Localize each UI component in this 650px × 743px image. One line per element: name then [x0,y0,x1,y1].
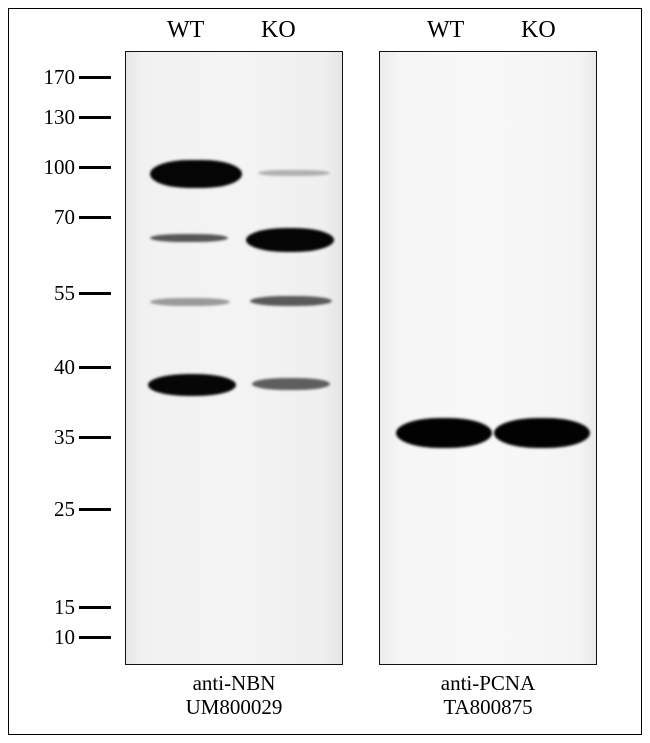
ladder-mark: 35 [11,425,111,450]
ladder-label: 55 [54,281,75,306]
ladder-label: 70 [54,205,75,230]
caption-right-line1: anti-PCNA [379,671,597,695]
mw-ladder: 170 130 100 70 55 40 35 25 15 10 [11,9,111,734]
ladder-mark: 25 [11,497,111,522]
ladder-label: 15 [54,595,75,620]
ladder-label: 35 [54,425,75,450]
ladder-tick [79,116,111,119]
ladder-tick [79,292,111,295]
lane-label: KO [261,17,296,44]
caption-left-line2: UM800029 [125,695,343,719]
ladder-mark: 130 [11,105,111,130]
ladder-tick [79,76,111,79]
ladder-mark: 55 [11,281,111,306]
ladder-tick [79,366,111,369]
ladder-label: 170 [44,65,76,90]
ladder-mark: 40 [11,355,111,380]
lane-label: KO [521,17,556,44]
ladder-tick [79,636,111,639]
blot-left [125,51,343,665]
band [252,378,330,390]
caption-right-line2: TA800875 [379,695,597,719]
band [150,298,230,306]
lane-label: WT [167,17,204,44]
ladder-mark: 10 [11,625,111,650]
caption-right: anti-PCNA TA800875 [379,671,597,719]
ladder-tick [79,508,111,511]
band [246,228,334,252]
band [258,170,330,176]
band [148,374,236,396]
band [150,234,228,242]
ladder-label: 130 [44,105,76,130]
ladder-mark: 70 [11,205,111,230]
lane-label: WT [427,17,464,44]
caption-left-line1: anti-NBN [125,671,343,695]
ladder-mark: 170 [11,65,111,90]
figure-frame: 170 130 100 70 55 40 35 25 15 10 WT KO WT KO anti-NB… [8,8,642,735]
band [150,160,242,188]
band [494,418,590,448]
band [396,418,492,448]
ladder-tick [79,606,111,609]
ladder-mark: 100 [11,155,111,180]
ladder-tick [79,166,111,169]
ladder-tick [79,436,111,439]
ladder-label: 100 [44,155,76,180]
ladder-label: 40 [54,355,75,380]
ladder-label: 25 [54,497,75,522]
ladder-tick [79,216,111,219]
band [250,296,332,306]
ladder-label: 10 [54,625,75,650]
blot-right [379,51,597,665]
ladder-mark: 15 [11,595,111,620]
caption-left: anti-NBN UM800029 [125,671,343,719]
